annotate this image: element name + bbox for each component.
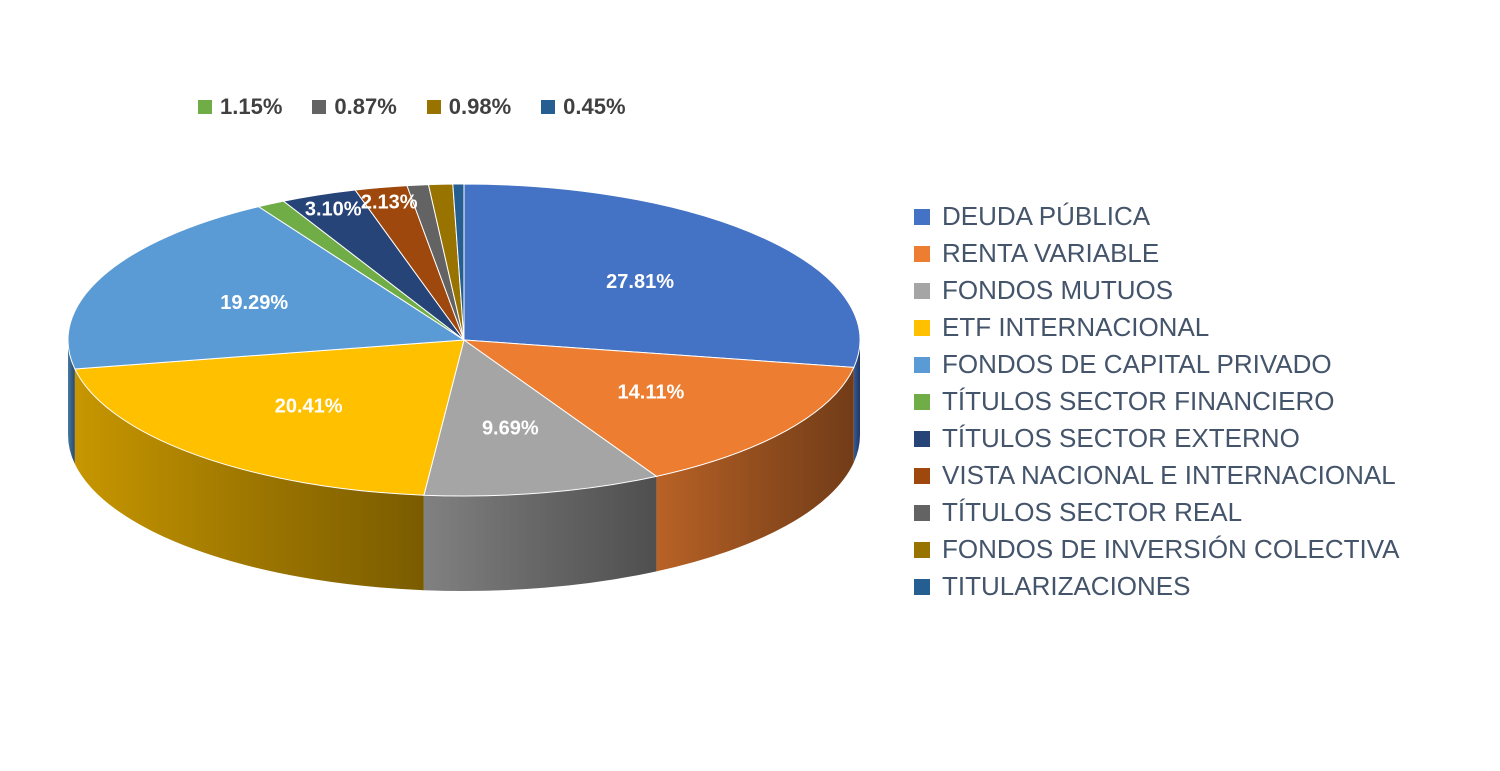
data-label-etf-internacional: 20.41% bbox=[275, 396, 343, 418]
pie-side-fondos-mutuos bbox=[423, 476, 657, 591]
legend-item-titulos-sector-financiero: TÍTULOS SECTOR FINANCIERO bbox=[914, 383, 1399, 420]
legend-item-titularizaciones: TITULARIZACIONES bbox=[914, 568, 1399, 605]
legend-swatch bbox=[914, 245, 930, 262]
legend-label: TÍTULOS SECTOR FINANCIERO bbox=[942, 386, 1335, 416]
legend-label: FONDOS MUTUOS bbox=[942, 275, 1174, 305]
data-label-vista-nacional-e-internacional: 2.13% bbox=[361, 192, 418, 214]
legend-item-renta-variable: RENTA VARIABLE bbox=[914, 235, 1399, 272]
legend-swatch bbox=[914, 319, 930, 336]
pie-side-fondos-de-capital-privado bbox=[68, 340, 75, 464]
pie-slice-deuda-publica bbox=[463, 183, 861, 368]
legend-swatch bbox=[914, 430, 930, 447]
legend-swatch bbox=[426, 100, 441, 114]
pie-side-deuda-publica bbox=[853, 340, 861, 463]
legend-swatch bbox=[914, 393, 930, 410]
legend-item-fondos-de-capital-privado: FONDOS DE CAPITAL PRIVADO bbox=[914, 346, 1399, 383]
legend-item-titulos-sector-real: TÍTULOS SECTOR REAL bbox=[914, 494, 1399, 531]
legend: DEUDA PÚBLICA RENTA VARIABLE FONDOS MUTUOS… bbox=[914, 198, 1399, 605]
pie-slice-etf-internacional bbox=[74, 339, 465, 496]
pie-tops bbox=[67, 183, 861, 497]
legend-swatch bbox=[914, 467, 930, 484]
legend-label: TÍTULOS SECTOR EXTERNO bbox=[942, 423, 1300, 453]
small-legend-item: 1.15% bbox=[198, 94, 282, 120]
pie-side-etf-internacional bbox=[74, 368, 424, 591]
legend-item-fondos-mutuos: FONDOS MUTUOS bbox=[914, 272, 1399, 309]
legend-swatch bbox=[914, 541, 930, 558]
small-legend-item: 0.45% bbox=[541, 94, 626, 120]
legend-label: VISTA NACIONAL E INTERNACIONAL bbox=[942, 460, 1396, 490]
legend-label: RENTA VARIABLE bbox=[942, 238, 1160, 268]
small-value-legend: 1.15% 0.87% 0.98% 0.45% bbox=[198, 94, 626, 120]
small-legend-item: 0.87% bbox=[312, 94, 397, 120]
legend-item-fondos-de-inversion-colectiva: FONDOS DE INVERSIÓN COLECTIVA bbox=[914, 531, 1399, 568]
legend-swatch bbox=[914, 578, 930, 595]
legend-item-vista-nacional-e-internacional: VISTA NACIONAL E INTERNACIONAL bbox=[914, 457, 1399, 494]
legend-swatch bbox=[541, 100, 556, 114]
pie-side-renta-variable bbox=[656, 367, 854, 572]
data-label-deuda-publica: 27.81% bbox=[606, 271, 674, 293]
legend-item-deuda-publica: DEUDA PÚBLICA bbox=[914, 198, 1399, 235]
legend-item-etf-internacional: ETF INTERNACIONAL bbox=[914, 309, 1399, 346]
legend-swatch bbox=[914, 356, 930, 373]
pie-sides bbox=[68, 340, 861, 591]
data-label-renta-variable: 14.11% bbox=[618, 382, 685, 404]
data-label-fondos-mutuos: 9.69% bbox=[482, 418, 539, 440]
small-legend-item: 0.98% bbox=[426, 94, 512, 120]
legend-label: TÍTULOS SECTOR REAL bbox=[942, 497, 1243, 527]
legend-label: DEUDA PÚBLICA bbox=[942, 201, 1151, 231]
legend-swatch bbox=[914, 208, 930, 225]
legend-item-titulos-sector-externo: TÍTULOS SECTOR EXTERNO bbox=[914, 420, 1399, 457]
legend-swatch bbox=[914, 282, 930, 299]
legend-label: ETF INTERNACIONAL bbox=[942, 312, 1210, 342]
legend-swatch bbox=[198, 100, 212, 114]
data-label-fondos-de-capital-privado: 19.29% bbox=[220, 292, 288, 314]
pie-slice-fondos-de-capital-privado bbox=[67, 206, 466, 370]
legend-swatch bbox=[914, 504, 930, 521]
small-legend-value: 0.87% bbox=[334, 94, 397, 119]
pie-slice-renta-variable bbox=[462, 339, 855, 477]
pie-slice-fondos-mutuos bbox=[423, 339, 658, 497]
legend-label: FONDOS DE INVERSIÓN COLECTIVA bbox=[942, 534, 1400, 564]
small-legend-value: 0.45% bbox=[563, 94, 626, 119]
data-label-titulos-sector-externo: 3.10% bbox=[305, 198, 362, 220]
legend-swatch bbox=[312, 100, 327, 114]
small-legend-value: 1.15% bbox=[220, 94, 283, 119]
pie-labels: 27.81% 14.11% 9.69% 20.41% 19.29% 3.10% 2.13% bbox=[220, 192, 684, 440]
pie-slice-titularizaciones bbox=[452, 183, 465, 341]
legend-label: FONDOS DE CAPITAL PRIVADO bbox=[942, 349, 1332, 379]
legend-label: TITULARIZACIONES bbox=[942, 571, 1191, 601]
small-legend-value: 0.98% bbox=[448, 94, 512, 119]
